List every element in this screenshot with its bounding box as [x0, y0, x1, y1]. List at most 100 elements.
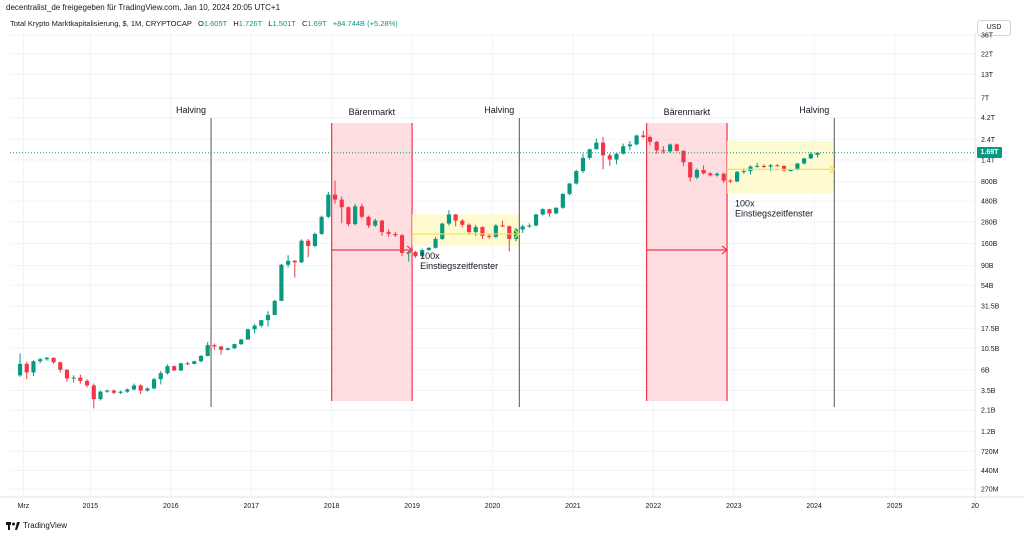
candle: [292, 260, 297, 278]
candle: [600, 136, 606, 170]
candle-body: [607, 155, 612, 160]
candle-body: [493, 225, 498, 237]
candle: [252, 323, 257, 334]
tradingview-logo[interactable]: TradingView: [6, 521, 67, 530]
candle-body: [198, 355, 204, 362]
candle: [393, 232, 398, 237]
candle: [225, 347, 230, 351]
candle: [728, 179, 733, 184]
candle-body: [339, 199, 344, 208]
candle: [755, 162, 760, 168]
candle-body: [721, 173, 726, 181]
candle: [440, 222, 445, 241]
candle-body: [172, 366, 177, 371]
x-tick-label: 2021: [565, 503, 581, 510]
candle-body: [212, 345, 217, 347]
symbol-legend: Total Krypto Marktkapitalisierung, $, 1M…: [10, 19, 398, 28]
candle-body: [795, 163, 800, 170]
candle: [339, 196, 344, 224]
candle: [379, 219, 385, 236]
x-tick-label: 2018: [324, 503, 340, 510]
candle-body: [768, 165, 773, 167]
candle-body: [185, 363, 190, 365]
bear-market-label: Bärenmarkt: [664, 107, 711, 117]
candle: [808, 152, 813, 159]
candle-body: [125, 389, 130, 392]
candle-body: [775, 165, 780, 167]
candle: [17, 353, 23, 377]
x-tick-label: 2022: [646, 503, 662, 510]
candle-body: [621, 146, 626, 154]
candle-body: [413, 252, 418, 257]
candle-body: [178, 363, 183, 371]
candle: [708, 172, 713, 177]
candle: [38, 357, 43, 364]
candle: [205, 341, 210, 357]
candle: [500, 220, 505, 228]
candle: [373, 218, 378, 228]
candle: [105, 389, 110, 393]
candle-body: [379, 220, 385, 233]
candle-body: [84, 380, 90, 386]
candle: [346, 206, 351, 227]
currency-button[interactable]: USD: [977, 20, 1011, 36]
arrow-head: [828, 164, 836, 174]
candle-body: [138, 385, 143, 391]
annotations: Bärenmarkt Bärenmarkt Halving Halving Halvin…: [10, 105, 975, 407]
y-tick-label: 280B: [981, 219, 998, 226]
candle: [560, 193, 565, 209]
y-tick-label: 800B: [981, 179, 998, 186]
candle-body: [279, 264, 284, 301]
candle: [326, 191, 331, 219]
candle: [279, 263, 284, 301]
y-tick-label: 31.5B: [981, 304, 1000, 311]
candle: [259, 319, 264, 328]
candle-body: [219, 346, 224, 350]
candle-body: [781, 165, 787, 171]
candle: [547, 208, 552, 217]
candle: [125, 388, 130, 393]
candle: [265, 311, 271, 327]
candle: [138, 384, 143, 394]
y-tick-label: 90B: [981, 263, 994, 270]
y-tick-label: 10.5B: [981, 346, 1000, 353]
candle-body: [480, 227, 485, 236]
candle-body: [453, 214, 458, 221]
y-tick-label: 2.1B: [981, 408, 996, 415]
y-tick-label: 13T: [981, 72, 994, 79]
candle-body: [627, 144, 632, 147]
candle: [554, 207, 559, 215]
candle: [239, 338, 244, 346]
candle: [286, 255, 291, 268]
candle-body: [714, 173, 720, 176]
axes: 36T 22T 13T 7T 4.2T 2.4T 1.4T 800B 480B 280B 160B 9…: [0, 33, 1024, 513]
candle-body: [466, 224, 472, 233]
candle-body: [366, 216, 371, 226]
candle: [621, 143, 626, 155]
candle-body: [788, 169, 793, 171]
candle-body: [259, 320, 264, 326]
y-tick-label: 270M: [981, 487, 999, 494]
candle-body: [580, 157, 586, 172]
x-tick-label: 2016: [163, 503, 179, 510]
candle-body: [587, 149, 592, 158]
candle: [111, 389, 116, 394]
arrow-head: [513, 229, 521, 239]
candle-body: [332, 194, 338, 200]
candle: [299, 239, 304, 264]
candle: [580, 153, 586, 173]
x-tick-label: 2017: [243, 503, 259, 510]
candle: [152, 377, 157, 390]
y-tick-label: 3.5B: [981, 388, 996, 395]
candle: [58, 361, 63, 373]
candle: [701, 165, 706, 175]
bear-market-zone: [331, 123, 413, 401]
candle: [64, 369, 70, 382]
candle-body: [58, 362, 63, 370]
candle-body: [78, 377, 83, 381]
y-tick-label: 6B: [981, 367, 990, 374]
candle: [607, 153, 612, 166]
candle: [386, 229, 391, 237]
